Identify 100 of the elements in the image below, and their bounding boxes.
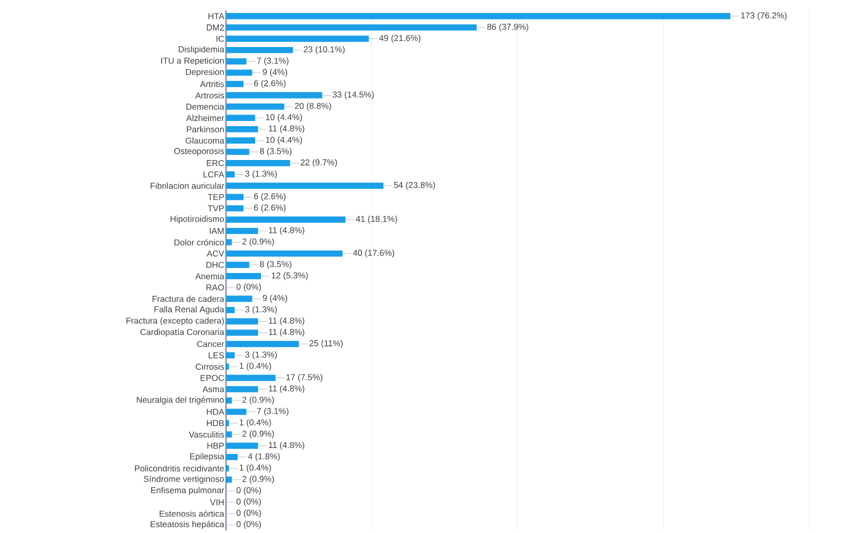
bar: [226, 318, 258, 324]
bar: [226, 454, 238, 460]
bar: [226, 397, 232, 404]
y-tick-label: Cancer: [197, 340, 224, 348]
data-label: 40 (17.6%): [353, 250, 394, 258]
data-label: 12 (5.3%): [272, 272, 308, 280]
bar: [226, 431, 232, 438]
y-tick-label: Vasculitis: [188, 431, 224, 438]
y-tick-label: Fractura de cadera: [152, 296, 224, 302]
data-label: 33 (14.5%): [332, 91, 374, 100]
data-label: 3 (1.3%): [245, 306, 277, 314]
bar: [226, 182, 384, 189]
bar: [226, 262, 250, 268]
y-tick-label: Demencia: [186, 103, 224, 110]
bar: [226, 408, 246, 415]
y-tick-label: TVP: [208, 205, 224, 212]
bar: [226, 250, 343, 257]
y-tick-label: DHC: [206, 262, 224, 268]
y-tick-label: Depresion: [186, 68, 224, 77]
bar: [226, 228, 258, 234]
data-label: 0 (0%): [236, 283, 261, 292]
y-tick-label: Alzheimer: [186, 114, 224, 122]
data-label: 9 (4%): [262, 294, 288, 303]
bar: [226, 13, 730, 20]
bar: [226, 465, 229, 472]
data-label: 86 (37.9%): [487, 23, 528, 32]
bar: [226, 148, 250, 155]
bar: [226, 239, 232, 246]
data-label: 41 (18.1%): [356, 216, 398, 224]
y-tick-label: Artritis: [200, 80, 224, 88]
bar: [226, 352, 235, 358]
data-label: 2 (0.9%): [242, 396, 274, 404]
bar: [226, 306, 235, 314]
y-tick-label: Estenosis aórtica: [160, 510, 224, 517]
y-tick-label: Esteatosis hepática: [150, 520, 224, 529]
bar: [226, 36, 369, 42]
y-tick-label: HDB: [206, 420, 224, 426]
data-label: 0 (0%): [236, 486, 261, 495]
data-label: 20 (8.8%): [294, 102, 332, 111]
data-label: 1 (0.4%): [240, 362, 271, 371]
y-tick-label: Enfisema pulmonar: [151, 486, 224, 495]
data-label: 11 (4.8%): [268, 125, 304, 134]
bar: [226, 386, 258, 392]
data-label: 9 (4%): [262, 68, 288, 77]
data-label: 49 (21.6%): [379, 34, 420, 43]
bar: [226, 340, 299, 348]
bar: [226, 114, 256, 121]
y-tick-label: Cardiopatía Coronaria: [140, 328, 224, 337]
y-tick-label: Glaucoma: [186, 137, 224, 144]
y-tick-label: Neuralgia del trigémino: [136, 396, 224, 405]
y-tick-label: Artrosis: [195, 92, 224, 98]
bar: [226, 420, 229, 426]
bar: [226, 92, 322, 98]
data-label: 3 (1.3%): [245, 170, 277, 178]
bar: [226, 80, 244, 88]
bar: [226, 374, 276, 381]
y-tick-label: Hipotiroidismo: [170, 216, 224, 224]
y-tick-label: IAM: [210, 228, 224, 234]
bar: [226, 171, 235, 178]
bar: [226, 476, 232, 483]
y-tick-label: Epilepsia: [190, 453, 224, 462]
y-tick-label: LCFA: [204, 171, 224, 178]
data-label: 1 (0.4%): [240, 464, 271, 472]
data-label: 4 (1.8%): [248, 453, 280, 462]
bar: [226, 273, 261, 280]
bar: [226, 363, 229, 370]
data-label: 1 (0.4%): [240, 419, 271, 428]
data-label: 6 (2.6%): [254, 204, 286, 212]
bar: [226, 70, 252, 76]
y-tick-label: Parkinson: [186, 126, 224, 132]
y-tick-label: HBP: [207, 442, 224, 449]
y-tick-label: HDA: [206, 408, 224, 415]
bar: [226, 194, 244, 200]
bar: [226, 160, 290, 166]
data-label: 0 (0%): [236, 498, 261, 506]
bar: [226, 103, 284, 110]
y-tick-label: Fractura (excepto cadera): [126, 317, 224, 326]
y-tick-label: Policondritis recidivante: [135, 465, 224, 472]
bar: [226, 442, 258, 449]
data-label: 2 (0.9%): [242, 238, 274, 246]
y-tick-label: TEP: [208, 194, 224, 200]
data-label: 6 (2.6%): [254, 80, 286, 88]
y-tick-label: Osteoporosis: [174, 148, 224, 156]
y-tick-label: ERC: [206, 160, 224, 166]
y-tick-label: Dislipidemia: [178, 46, 224, 54]
data-label: 10 (4.4%): [266, 114, 302, 122]
data-label: 7 (3.1%): [257, 408, 288, 416]
y-tick-label: Fibrilacion auricular: [150, 182, 224, 189]
data-label: 11 (4.8%): [268, 226, 304, 235]
y-tick-label: Dolor crónico: [174, 239, 224, 246]
y-tick-label: Falla Renal Aguda: [154, 306, 224, 314]
bar: [226, 126, 258, 132]
y-tick-label: IC: [216, 36, 224, 42]
y-tick-label: Anemia: [195, 273, 224, 280]
bar: [226, 137, 256, 144]
data-label: 8 (3.5%): [260, 260, 292, 269]
bar: [226, 216, 346, 223]
y-tick-label: ITU a Repeticion: [161, 57, 224, 66]
data-label: 25 (11%): [310, 340, 343, 348]
data-label: 22 (9.7%): [300, 159, 337, 168]
